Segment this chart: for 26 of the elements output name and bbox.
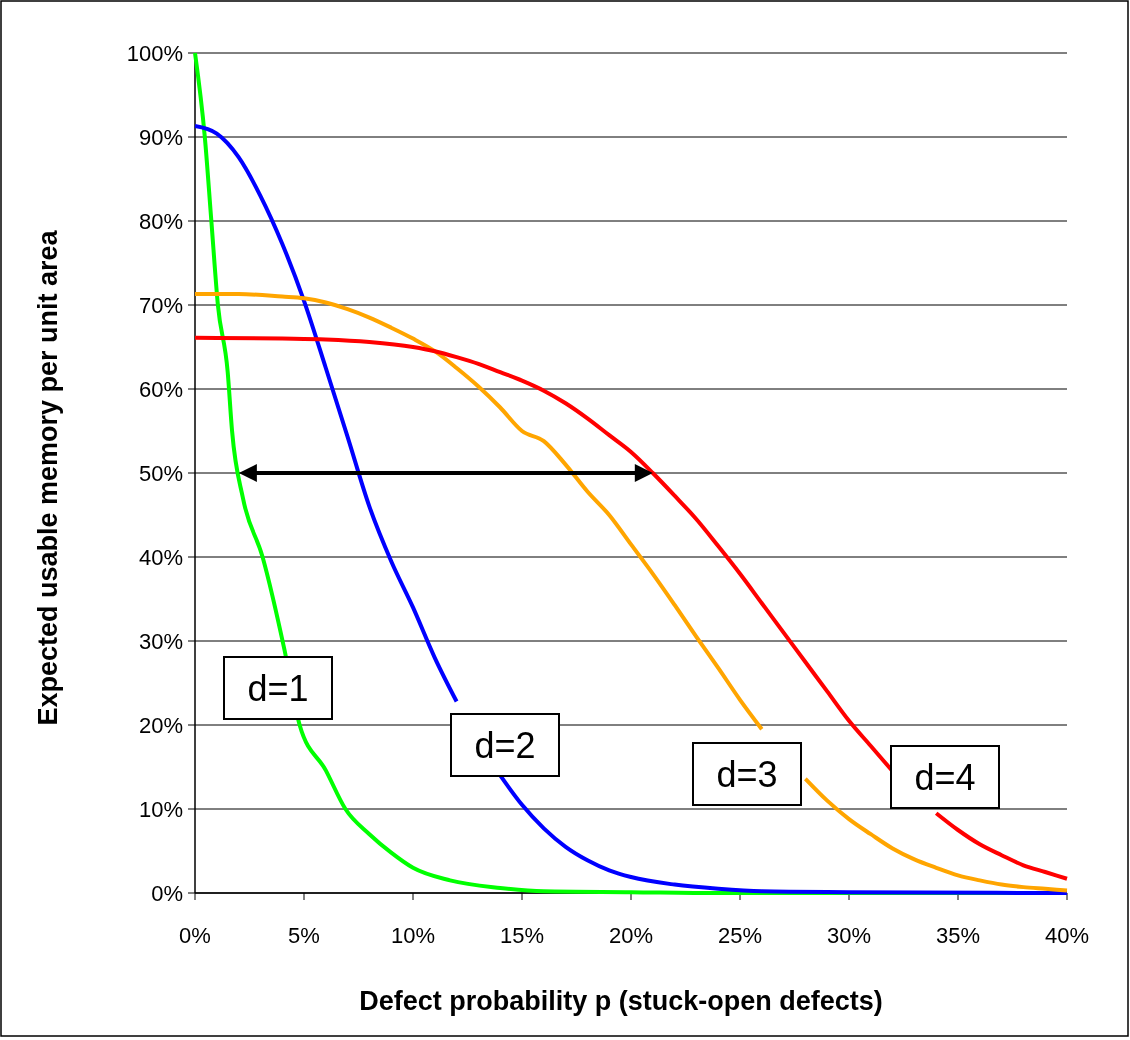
series-label: d=3 <box>716 753 778 795</box>
series-label: d=1 <box>247 667 309 709</box>
x-tick-label: 35% <box>935 923 981 948</box>
x-tick-label: 10% <box>390 923 436 948</box>
y-tick-label: 30% <box>138 628 183 654</box>
y-tick-label: 40% <box>138 544 183 570</box>
y-tick-label: 0% <box>151 880 183 906</box>
x-axis-title: Defect probability p (stuck-open defects) <box>359 986 883 1016</box>
y-tick-label: 70% <box>138 292 183 318</box>
series-label: d=4 <box>914 756 976 798</box>
y-tick-label: 90% <box>138 124 183 150</box>
x-tick-label: 15% <box>499 923 545 948</box>
series-label: d=2 <box>474 724 536 766</box>
x-tick-label: 25% <box>717 923 763 948</box>
y-axis-title: Expected usable memory per unit area <box>33 229 63 726</box>
x-tick-label: 5% <box>288 923 320 948</box>
x-tick-label: 0% <box>179 923 211 948</box>
y-tick-label: 50% <box>138 460 183 486</box>
y-tick-label: 20% <box>138 712 183 738</box>
y-tick-label: 10% <box>138 796 183 822</box>
x-tick-label: 30% <box>826 923 872 948</box>
y-tick-label: 60% <box>138 376 183 402</box>
y-tick-label: 100% <box>126 40 183 66</box>
y-tick-label: 80% <box>138 208 183 234</box>
x-tick-label: 40% <box>1044 923 1090 948</box>
x-tick-label: 20% <box>608 923 654 948</box>
